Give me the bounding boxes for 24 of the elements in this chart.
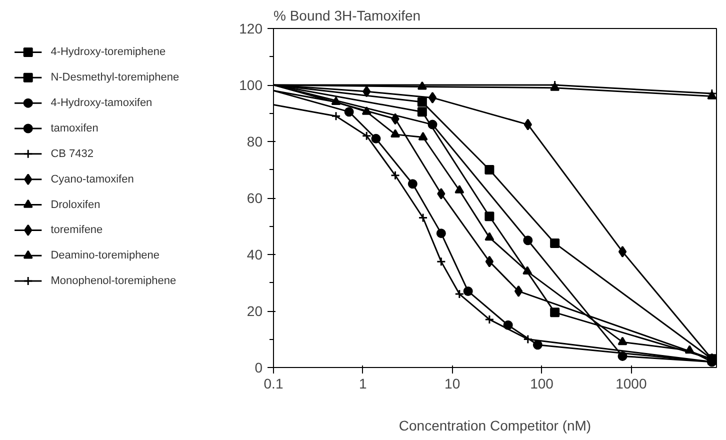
legend-label: toremifene bbox=[50, 224, 103, 236]
y-tick-label: 80 bbox=[246, 134, 263, 150]
x-tick-label: 100 bbox=[530, 376, 554, 392]
x-axis-title: Concentration Competitor (nM) bbox=[398, 418, 592, 434]
legend-label: Cyano-tamoxifen bbox=[50, 173, 134, 186]
legend-label: Deamino-toremiphene bbox=[50, 250, 160, 262]
legend-label: 4-Hydroxy-toremiphene bbox=[50, 46, 166, 58]
x-tick-label: 0.1 bbox=[264, 376, 284, 392]
x-tick-label: 1 bbox=[359, 376, 368, 392]
y-tick-label: 0 bbox=[254, 360, 263, 376]
y-tick-label: 20 bbox=[246, 303, 263, 319]
legend-label: 4-Hydroxy-tamoxifen bbox=[50, 97, 152, 110]
legend-label: N-Desmethyl-toremiphene bbox=[50, 72, 180, 84]
y-tick-label: 40 bbox=[246, 246, 263, 262]
y-tick-label: 60 bbox=[246, 190, 263, 206]
legend-label: Monophenol-toremiphene bbox=[50, 275, 176, 288]
y-tick-label: 100 bbox=[239, 77, 263, 93]
legend-label: CB 7432 bbox=[50, 148, 94, 160]
chart-title: % Bound 3H-Tamoxifen bbox=[274, 8, 421, 24]
legend-label: Droloxifen bbox=[50, 198, 100, 211]
x-tick-label: 10 bbox=[444, 376, 460, 392]
y-tick-label: 120 bbox=[239, 20, 263, 36]
legend-label: tamoxifen bbox=[50, 122, 98, 135]
x-tick-label: 1000 bbox=[616, 376, 647, 392]
